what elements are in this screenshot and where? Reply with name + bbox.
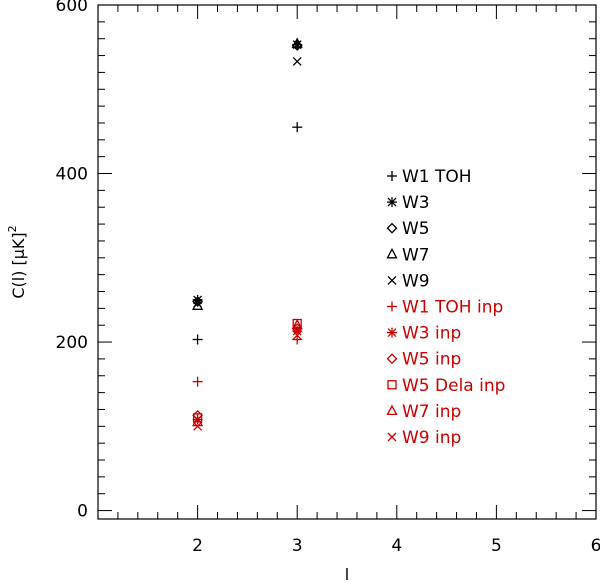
legend-label: W7 inp [402, 402, 461, 422]
legend-marker [387, 432, 397, 442]
data-point [192, 376, 203, 387]
data-point [292, 56, 302, 66]
plot-frame [97, 4, 597, 520]
y-axis-title-main: C(l) [μK] [9, 232, 28, 298]
data-point [291, 37, 303, 48]
legend-label: W9 inp [402, 428, 461, 448]
y-tick-label: 400 [56, 165, 88, 185]
data-point [193, 421, 203, 431]
y-tick-label: 0 [77, 502, 88, 522]
legend-label: W9 [402, 271, 430, 291]
y-axis-title-superscript: 2 [6, 225, 19, 232]
y-axis-title: C(l) [μK]2 [6, 225, 28, 298]
legend-marker [386, 404, 398, 416]
legend-label: W3 [402, 193, 430, 213]
x-tick-label: 4 [391, 536, 402, 556]
legend-marker [387, 197, 397, 208]
data-points [192, 37, 303, 431]
legend-label: W5 [402, 219, 430, 239]
tick-labels: 2 3 4 5 6 0 200 400 600 [56, 0, 600, 556]
legend-marker [387, 380, 397, 390]
legend-label: W7 [402, 245, 430, 265]
data-point [192, 334, 203, 345]
data-point [292, 122, 303, 133]
data-point [192, 413, 203, 423]
y-tick-label: 600 [56, 0, 88, 16]
legend-label: W1 TOH inp [402, 298, 503, 318]
x-tick-label: 3 [292, 536, 303, 556]
x-axis-title: l [345, 565, 349, 584]
data-point [193, 298, 203, 308]
data-point [291, 318, 303, 330]
x-tick-label: 6 [591, 536, 600, 556]
x-tick-label: 2 [192, 536, 203, 556]
legend-marker [386, 222, 398, 234]
legend-label: W5 Dela inp [402, 376, 505, 396]
data-point [292, 330, 302, 340]
legend-label: W1 TOH [402, 167, 472, 187]
legend-marker [387, 327, 397, 338]
x-tick-label: 5 [491, 536, 502, 556]
legend-marker [387, 171, 397, 181]
legend: W1 TOH W3 W5 W7 W9 W1 TOH inp W3 inp W5 inp W5 D… [386, 167, 505, 448]
legend-label: W5 inp [402, 350, 461, 370]
legend-marker [386, 353, 398, 365]
legend-label: W3 inp [402, 324, 461, 344]
y-tick-label: 200 [56, 333, 88, 353]
legend-marker [387, 275, 397, 285]
legend-marker [387, 301, 397, 312]
axis-ticks [97, 4, 597, 519]
legend-marker [386, 247, 398, 259]
